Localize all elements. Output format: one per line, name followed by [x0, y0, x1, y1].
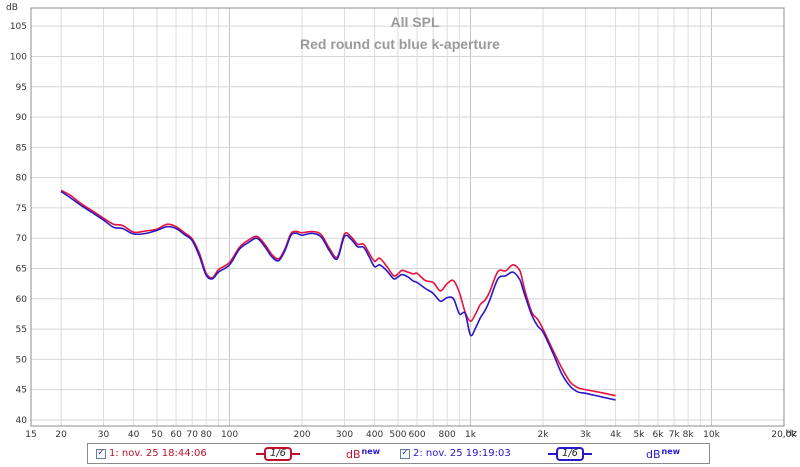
y-tick-label: 90: [16, 113, 28, 123]
checkbox-icon[interactable]: ✓: [400, 448, 410, 459]
db-label-1: dBnew: [346, 447, 380, 461]
x-tick-label: 200: [293, 430, 310, 440]
legend-item-1[interactable]: ✓ 1: nov. 25 18:44:06: [96, 444, 207, 463]
series-line-2: [60, 190, 616, 401]
x-tick-label: 20: [55, 430, 67, 440]
y-tick-label: 85: [16, 143, 27, 153]
y-axis: 40 45 50 55 60 65 70 75 80 85 90 95 100 105: [10, 22, 27, 426]
db-prefix-2: dB: [646, 448, 661, 461]
db-suffix-1: new: [361, 447, 381, 456]
grid-lines: [31, 8, 784, 426]
legend-item-2[interactable]: ✓ 2: nov. 25 19:19:03: [400, 444, 511, 463]
smoothing-control-2[interactable]: 1/6: [548, 447, 592, 461]
y-tick-label: 70: [16, 234, 28, 244]
x-tick-label: 5k: [633, 430, 645, 440]
y-tick-label: 60: [16, 295, 28, 305]
y-tick-label: 40: [16, 416, 28, 426]
smoothing-value-2: 1/6: [555, 447, 585, 461]
checkbox-icon[interactable]: ✓: [96, 448, 106, 459]
y-tick-label: 80: [16, 174, 28, 184]
x-tick-label: 800: [439, 430, 456, 440]
x-tick-label: 7k: [669, 430, 681, 440]
y-tick-label: 45: [16, 386, 27, 396]
series-line-1: [60, 189, 616, 397]
chart-title: All SPL: [390, 14, 439, 30]
y-tick-label: 95: [16, 83, 27, 93]
x-tick-label: 1k: [465, 430, 477, 440]
x-tick-label: 30: [98, 430, 110, 440]
y-axis-label: dB: [6, 3, 18, 13]
y-tick-label: 100: [10, 52, 27, 62]
x-tick-label: 8k: [683, 430, 695, 440]
x-tick-label: 20,0k: [771, 430, 797, 440]
db-label-2: dBnew: [646, 447, 680, 461]
x-tick-label: 10k: [703, 430, 720, 440]
plot-frame: [30, 7, 785, 427]
x-tick-label: 400: [366, 430, 383, 440]
x-tick-label: 6k: [653, 430, 665, 440]
x-axis-unit: Hz: [786, 429, 798, 439]
legend-label-2: 2: nov. 25 19:19:03: [413, 448, 511, 459]
x-tick-label: 4k: [610, 430, 622, 440]
x-axis: 15 20 30 40 50 60 70 80 100 200 300 400 500 600 800 1k 2…: [25, 430, 797, 440]
y-tick-label: 75: [16, 204, 27, 214]
y-tick-label: 65: [16, 264, 27, 274]
db-prefix-1: dB: [346, 448, 361, 461]
x-tick-label: 600: [408, 430, 425, 440]
y-tick-label: 55: [16, 325, 27, 335]
smoothing-value-1: 1/6: [263, 447, 293, 461]
legend-label-1: 1: nov. 25 18:44:06: [109, 448, 207, 459]
x-tick-label: 15: [25, 430, 36, 440]
x-tick-label: 40: [128, 430, 140, 440]
db-suffix-2: new: [661, 447, 681, 456]
x-tick-label: 80: [200, 430, 212, 440]
x-tick-label: 60: [170, 430, 182, 440]
x-tick-label: 500: [389, 430, 406, 440]
y-tick-label: 50: [16, 355, 28, 365]
legend-bar: ✓ 1: nov. 25 18:44:06 1/6 dBnew ✓ 2: nov…: [87, 443, 710, 464]
x-tick-label: 3k: [580, 430, 592, 440]
chart-subtitle: Red round cut blue k-aperture: [300, 36, 500, 52]
y-tick-label: 105: [10, 22, 27, 32]
x-tick-label: 100: [221, 430, 238, 440]
x-tick-label: 2k: [538, 430, 550, 440]
x-tick-label: 50: [151, 430, 163, 440]
series-lines: [60, 189, 616, 401]
smoothing-control-1[interactable]: 1/6: [256, 447, 300, 461]
x-tick-label: 300: [336, 430, 353, 440]
x-tick-label: 70: [186, 430, 198, 440]
